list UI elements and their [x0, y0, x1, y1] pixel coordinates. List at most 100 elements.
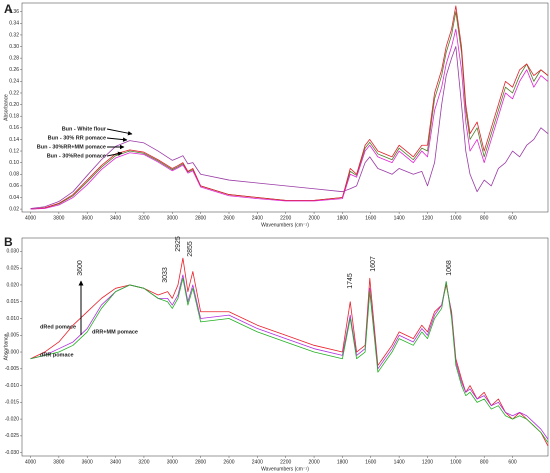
y-tick-label: 0.14: [9, 137, 19, 143]
x-tick-label: 3600: [82, 215, 93, 221]
label-arrow: [106, 151, 123, 157]
y-tick-label: 0.10: [9, 160, 19, 166]
peak-label: 3600: [77, 260, 84, 276]
x-tick-label: 2400: [252, 459, 263, 465]
spectrum-line: [30, 46, 549, 209]
x-tick-label: 3000: [167, 215, 178, 221]
y-axis-label: Absorbance: [3, 333, 9, 360]
y-tick-label: 0.26: [9, 67, 19, 73]
x-tick-label: 1200: [422, 459, 433, 465]
y-tick-label: -0.005: [5, 366, 19, 372]
y-tick-label: 0.12: [9, 148, 19, 154]
y-tick-label: 0.24: [9, 79, 19, 85]
x-tick-label: 1400: [394, 215, 405, 221]
x-tick-label: 1000: [450, 459, 461, 465]
peak-label: 1607: [370, 256, 377, 272]
x-tick-label: 2400: [252, 215, 263, 221]
y-tick-label: 0.04: [9, 195, 19, 201]
peak-label: 1068: [446, 260, 453, 276]
x-axis-label: Wavenumbers (cm⁻¹): [261, 222, 309, 228]
series-label: Bun - 30% RR pomace: [48, 135, 106, 141]
peak-label: 1745: [347, 273, 354, 289]
x-tick-label: 3400: [110, 215, 121, 221]
x-tick-label: 2800: [195, 215, 206, 221]
x-tick-label: 2600: [223, 215, 234, 221]
x-tick-label: 3800: [53, 215, 64, 221]
y-tick-label: 0.030: [6, 249, 19, 255]
y-tick-label: 0.000: [6, 349, 19, 355]
x-tick-label: 4000: [25, 459, 36, 465]
y-tick-label: 0.005: [6, 333, 19, 339]
y-tick-label: 0.010: [6, 316, 19, 322]
spectrum-line: [30, 277, 549, 443]
y-tick-label: 0.20: [9, 102, 19, 108]
y-tick-label: 0.34: [9, 21, 19, 27]
y-tick-label: -0.020: [5, 416, 19, 422]
spectrum-line: [30, 28, 549, 210]
x-tick-label: 1000: [450, 215, 461, 221]
x-tick-label: 2600: [223, 459, 234, 465]
y-tick-label: 0.36: [9, 9, 19, 15]
x-tick-label: 1200: [422, 215, 433, 221]
y-tick-label: 0.22: [9, 90, 19, 96]
spectrum-line: [30, 257, 549, 447]
x-tick-label: 2200: [280, 459, 291, 465]
x-tick-label: 2800: [195, 459, 206, 465]
series-label: dRR pomace: [40, 352, 74, 358]
peak-label: 3033: [162, 267, 169, 283]
y-tick-label: 0.28: [9, 55, 19, 61]
x-tick-label: 1800: [337, 215, 348, 221]
spectrum-line: [30, 274, 549, 440]
peak-label: 2925: [175, 236, 182, 252]
spectrum-line: [30, 5, 549, 210]
y-tick-label: -0.025: [5, 433, 19, 439]
series-label: dRR+MM pomace: [92, 329, 138, 335]
y-tick-label: 0.025: [6, 266, 19, 272]
y-tick-label: -0.010: [5, 383, 19, 389]
y-axis-label: Absorbance: [3, 94, 9, 121]
y-tick-label: -0.015: [5, 400, 19, 406]
y-tick-label: 0.30: [9, 44, 19, 50]
y-tick-label: 0.020: [6, 282, 19, 288]
x-tick-label: 3200: [138, 459, 149, 465]
x-tick-label: 3200: [138, 215, 149, 221]
x-tick-label: 800: [480, 215, 489, 221]
x-axis-label: Wavenumbers (cm⁻¹): [261, 466, 309, 472]
x-tick-label: 1400: [394, 459, 405, 465]
plot-frame: [21, 2, 549, 213]
panel-label: A: [4, 2, 13, 16]
y-tick-label: 0.32: [9, 32, 19, 38]
panel-label: B: [4, 235, 13, 249]
y-tick-label: 0.02: [9, 206, 19, 212]
y-tick-label: 0.16: [9, 125, 19, 131]
spectrum-line: [30, 11, 549, 210]
x-tick-label: 3000: [167, 459, 178, 465]
series-label: Bun - 30%RR+MM pomace: [37, 144, 106, 150]
x-tick-label: 2000: [309, 459, 320, 465]
y-tick-label: 0.18: [9, 114, 19, 120]
label-arrow: [106, 128, 133, 136]
x-tick-label: 4000: [25, 215, 36, 221]
x-tick-label: 2000: [309, 215, 320, 221]
x-tick-label: 1600: [365, 459, 376, 465]
y-tick-label: 0.08: [9, 172, 19, 178]
y-tick-label: 0.015: [6, 299, 19, 305]
series-label: Bun - 30%Red pomace: [47, 153, 106, 159]
x-tick-label: 1600: [365, 215, 376, 221]
x-tick-label: 3400: [110, 459, 121, 465]
x-tick-label: 800: [480, 459, 489, 465]
series-label: dRed pomace: [40, 324, 76, 330]
x-tick-label: 3800: [53, 459, 64, 465]
x-tick-label: 2200: [280, 215, 291, 221]
plot-frame: [21, 237, 549, 457]
x-tick-label: 600: [508, 459, 517, 465]
x-tick-label: 600: [508, 215, 517, 221]
x-tick-label: 3600: [82, 459, 93, 465]
label-arrow: [106, 137, 128, 142]
series-label: Bun - White flour: [62, 126, 107, 132]
peak-label: 2855: [187, 241, 194, 257]
y-tick-label: 0.06: [9, 183, 19, 189]
x-tick-label: 1800: [337, 459, 348, 465]
y-tick-label: -0.030: [5, 450, 19, 456]
